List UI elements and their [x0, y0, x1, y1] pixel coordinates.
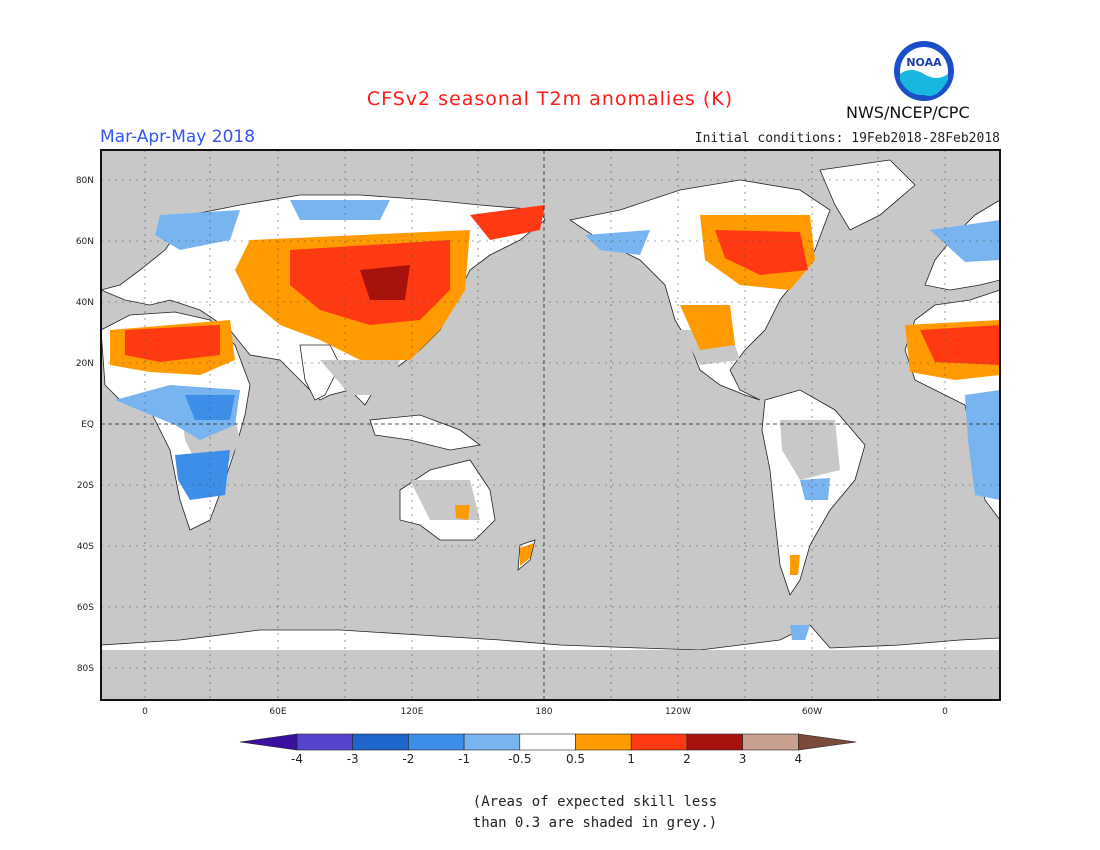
lon-label: 180 — [535, 707, 552, 717]
initial-conditions: Initial conditions: 19Feb2018-28Feb2018 — [694, 131, 1000, 146]
footnote-line2: than 0.3 are shaded in grey.) — [472, 815, 718, 831]
lat-label: 80S — [77, 664, 94, 674]
map-title: CFSv2 seasonal T2m anomalies (K) — [366, 88, 734, 110]
colorbar-tick-label: -3 — [347, 752, 359, 766]
colorbar-segment — [742, 733, 799, 751]
lat-label: 60N — [76, 237, 94, 247]
colorbar-tick-label: -0.5 — [508, 752, 531, 766]
latitude-labels: 80N 60N 40N 20N EQ 20S 40S 60S 80S — [76, 176, 94, 674]
agency-label: NWS/NCEP/CPC — [846, 103, 970, 122]
cold-anomaly-fields — [115, 200, 1000, 640]
lat-label: 40N — [76, 298, 94, 308]
colorbar-segment — [463, 733, 521, 751]
colorbar-tick-label: 3 — [739, 752, 747, 766]
colorbar-segment — [296, 733, 354, 751]
colorbar-tick-label: -1 — [458, 752, 470, 766]
greenland-landmass — [819, 159, 916, 231]
colorbar-tick-label: 1 — [627, 752, 635, 766]
lat-label: 80N — [76, 176, 94, 186]
colorbar-segment — [408, 733, 465, 751]
longitude-labels: 0 60E 120E 180 120W 60W 0 — [142, 707, 948, 717]
equator-dateline — [101, 150, 1000, 700]
lon-label: 0 — [942, 707, 948, 717]
svg-text:NOAA: NOAA — [906, 56, 942, 69]
lat-label: 40S — [77, 542, 94, 552]
forecast-period: Mar-Apr-May 2018 — [100, 127, 256, 147]
lon-label: 120E — [401, 707, 424, 717]
lon-label: 60E — [269, 707, 286, 717]
colorbar-segment — [630, 733, 688, 751]
lat-label: EQ — [81, 420, 94, 430]
colorbar-segment — [352, 733, 409, 751]
lat-label: 60S — [77, 603, 94, 613]
lon-label: 0 — [142, 707, 148, 717]
colorbar-tick-label: 4 — [794, 752, 802, 766]
colorbar-min-arrow — [239, 733, 298, 751]
map-frame — [100, 149, 1001, 701]
lat-label: 20S — [77, 481, 94, 491]
colorbar-segment — [686, 733, 743, 751]
colorbar-tick-label: -4 — [291, 752, 303, 766]
graticule — [101, 150, 1000, 700]
noaa-logo: NOAA — [894, 41, 954, 101]
lat-label: 20N — [76, 359, 94, 369]
colorbar-max-arrow — [798, 733, 857, 751]
colorbar-tick-label: -2 — [402, 752, 414, 766]
colorbar: -4 -3 -2 -1 -0.5 0.5 1 2 3 4 — [239, 733, 857, 766]
colorbar-segment — [519, 733, 576, 751]
lon-label: 60W — [802, 707, 822, 717]
footnote-line1: (Areas of expected skill less — [472, 794, 718, 810]
colorbar-segment — [575, 733, 632, 751]
lon-label: 120W — [665, 707, 691, 717]
footnote: (Areas of expected skill less than 0.3 a… — [0, 792, 1100, 834]
colorbar-tick-label: 2 — [683, 752, 691, 766]
colorbar-tick-label: 0.5 — [566, 752, 585, 766]
